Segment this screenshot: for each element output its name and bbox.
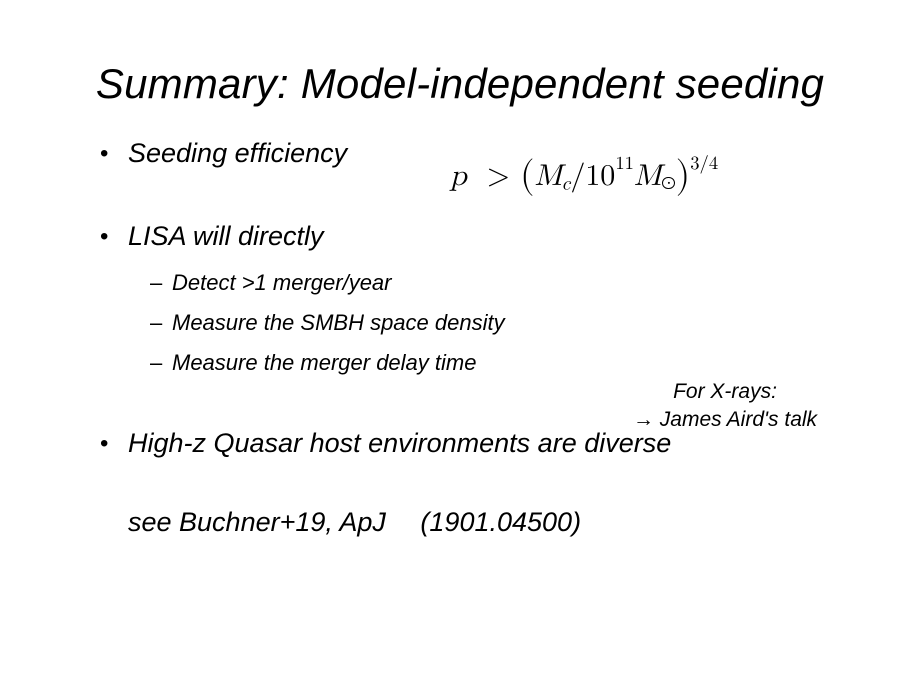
side-note-line1: For X-rays:	[673, 380, 777, 403]
gt-sign	[477, 161, 487, 191]
sub-item: Measure the merger delay time	[150, 350, 840, 376]
reference: see Buchner+19, ApJ (1901.04500)	[128, 507, 840, 538]
slide-title: Summary: Model-independent seeding	[80, 60, 840, 108]
rparen-icon: )	[676, 158, 691, 195]
slide: Summary: Model-independent seeding Seedi…	[0, 0, 900, 675]
formula-Mc: M	[535, 161, 563, 191]
formula-p: p	[450, 161, 467, 191]
bullet-label: LISA will directly	[128, 221, 324, 251]
bullet-label: Seeding efficiency	[128, 138, 347, 168]
formula-eleven: 11	[615, 154, 634, 173]
slash-icon: /	[570, 161, 585, 191]
sub-list: Detect >1 merger/year Measure the SMBH s…	[150, 270, 840, 376]
side-note-line2: → James Aird's talk	[633, 408, 817, 431]
bullet-lisa: LISA will directly Detect >1 merger/year…	[100, 221, 840, 376]
sub-item: Detect >1 merger/year	[150, 270, 840, 296]
formula-exp: 3/4	[690, 154, 718, 173]
space	[510, 161, 520, 191]
gt-sign-text: >	[487, 161, 510, 191]
formula: p > (Mc/1011M)3/4	[450, 152, 718, 199]
formula-M: M	[634, 161, 662, 191]
formula-ten: 10	[585, 161, 615, 191]
sub-item: Measure the SMBH space density	[150, 310, 840, 336]
sun-icon	[661, 174, 675, 193]
lparen-icon: (	[520, 158, 535, 195]
side-note: For X-rays: → James Aird's talk	[620, 378, 830, 435]
bullet-label: High-z Quasar host environments are dive…	[128, 428, 671, 458]
